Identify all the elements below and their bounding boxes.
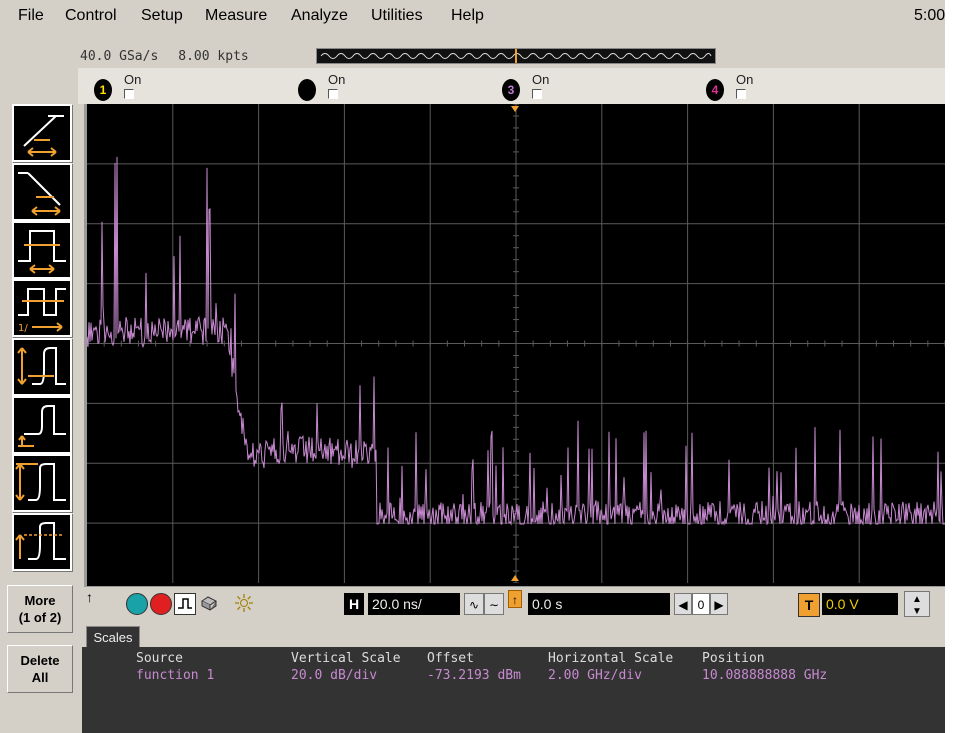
control-row: ↑ H 20.0 ns/ ∿ ∼ ↑ 0.0 s ◀ 0 ▶ T 0.0 V ▲… [82, 587, 945, 623]
source-header: Source [136, 651, 183, 666]
falling-edge-trigger-button[interactable] [12, 163, 72, 221]
svg-text:1/: 1/ [18, 323, 28, 334]
delay-left-button[interactable]: ◀ [674, 593, 692, 615]
menu-help[interactable]: Help [451, 7, 484, 24]
pulse-height-icon [15, 463, 66, 501]
menu-setup[interactable]: Setup [141, 7, 183, 24]
offset-header: Offset [427, 651, 474, 666]
menu-control[interactable]: Control [65, 7, 117, 24]
pulse-width-trigger-button[interactable] [12, 221, 72, 279]
horizontal-scale-header: Horizontal Scale [548, 651, 674, 666]
graticule-center-ticks [87, 104, 945, 583]
rise-time-icon [17, 347, 66, 385]
top-time-marker [511, 106, 519, 112]
delay-field[interactable]: 0.0 s [528, 593, 670, 615]
fine-adjust-button[interactable]: ∿ [464, 593, 484, 615]
waveform-display[interactable] [84, 104, 945, 589]
memory-waveform-icon [320, 49, 712, 63]
channel-1-on-label: On [124, 72, 142, 87]
channel-2-badge: 2 [298, 79, 316, 101]
amplitude-icon [18, 405, 66, 447]
memory-depth: 8.00 kpts [178, 49, 249, 64]
channel-2-on-label: On [328, 72, 346, 87]
left-toolbar: 1/ [0, 36, 74, 733]
time-per-div-field[interactable]: 20.0 ns/ [368, 593, 460, 615]
single-acquire-icon[interactable] [174, 593, 196, 615]
horizontal-scale-value: 2.00 GHz/div [548, 668, 642, 683]
memory-bar[interactable] [316, 48, 716, 64]
channel-4-checkbox[interactable] [736, 89, 746, 99]
delete-all-button-label: Delete All [20, 653, 60, 685]
rising-edge-trigger-icon [23, 115, 64, 157]
threshold-icon [15, 522, 66, 560]
horizontal-label: H [344, 593, 364, 615]
scales-panel: Source Vertical Scale Offset Horizontal … [82, 647, 945, 733]
rise-time-button[interactable] [12, 338, 72, 396]
channel-2[interactable]: 2 On [282, 72, 402, 102]
threshold-button[interactable] [12, 513, 72, 571]
waveform-graticule [87, 104, 945, 583]
channel-row: 1 On 2 On 3 On 4 On [78, 68, 945, 104]
delay-marker-icon[interactable]: ↑ [508, 590, 522, 608]
brightness-icon[interactable] [234, 593, 254, 613]
vertical-scale-value: 20.0 dB/div [291, 668, 378, 683]
clock: 5:00 [914, 7, 945, 24]
amplitude-button[interactable] [12, 396, 72, 454]
menu-bar: File Control Setup Measure Analyze Utili… [0, 0, 945, 32]
trigger-level-field[interactable]: 0.0 V [822, 593, 898, 615]
position-header: Position [702, 651, 765, 666]
channel-3[interactable]: 3 On [486, 72, 606, 102]
delay-zero-button[interactable]: 0 [692, 593, 710, 615]
offset-value: -73.2193 dBm [427, 668, 521, 683]
delete-all-button[interactable]: Delete All [7, 645, 73, 693]
menu-analyze[interactable]: Analyze [291, 7, 348, 24]
pulse-height-button[interactable] [12, 454, 72, 512]
channel-4-badge: 4 [706, 79, 724, 101]
run-button-icon[interactable] [126, 593, 148, 615]
channel-3-on-label: On [532, 72, 550, 87]
run-arrow-icon[interactable]: ↑ [86, 589, 93, 605]
channel-1-badge: 1 [94, 79, 112, 101]
menu-measure[interactable]: Measure [205, 7, 268, 24]
vertical-scale-header: Vertical Scale [291, 651, 401, 666]
trigger-level-spinner[interactable]: ▲ ▼ [904, 591, 930, 617]
channel-3-checkbox[interactable] [532, 89, 542, 99]
position-value: 10.088888888 GHz [702, 668, 828, 683]
falling-edge-trigger-icon [18, 172, 61, 216]
more-button[interactable]: More (1 of 2) [7, 585, 73, 633]
sample-rate: 40.0 GSa/s [80, 49, 159, 64]
source-value: function 1 [136, 668, 215, 683]
tab-scales[interactable]: Scales [86, 626, 140, 649]
menu-file[interactable]: File [18, 7, 44, 24]
spectrum-trace [87, 156, 945, 526]
trigger-label: T [798, 593, 820, 617]
bottom-time-marker [511, 575, 519, 581]
period-trigger-icon: 1/ [18, 288, 66, 334]
pulse-width-trigger-icon [18, 230, 66, 274]
menu-utilities[interactable]: Utilities [371, 7, 423, 24]
channel-1-checkbox[interactable] [124, 89, 134, 99]
delay-right-button[interactable]: ▶ [710, 593, 728, 615]
acquisition-info: 40.0 GSa/s 8.00 kpts [80, 49, 249, 64]
more-button-label: More (1 of 2) [18, 593, 62, 625]
acquisition-strip: 40.0 GSa/s 8.00 kpts [78, 46, 945, 68]
channel-4[interactable]: 4 On [690, 72, 810, 102]
coarse-adjust-button[interactable]: ∼ [484, 593, 504, 615]
period-trigger-button[interactable]: 1/ [12, 279, 72, 337]
channel-1[interactable]: 1 On [78, 72, 198, 102]
print-icon[interactable] [198, 593, 218, 613]
channel-3-badge: 3 [502, 79, 520, 101]
stop-button-icon[interactable] [150, 593, 172, 615]
rising-edge-trigger-button[interactable] [12, 104, 72, 162]
channel-4-on-label: On [736, 72, 754, 87]
channel-2-checkbox[interactable] [328, 89, 338, 99]
